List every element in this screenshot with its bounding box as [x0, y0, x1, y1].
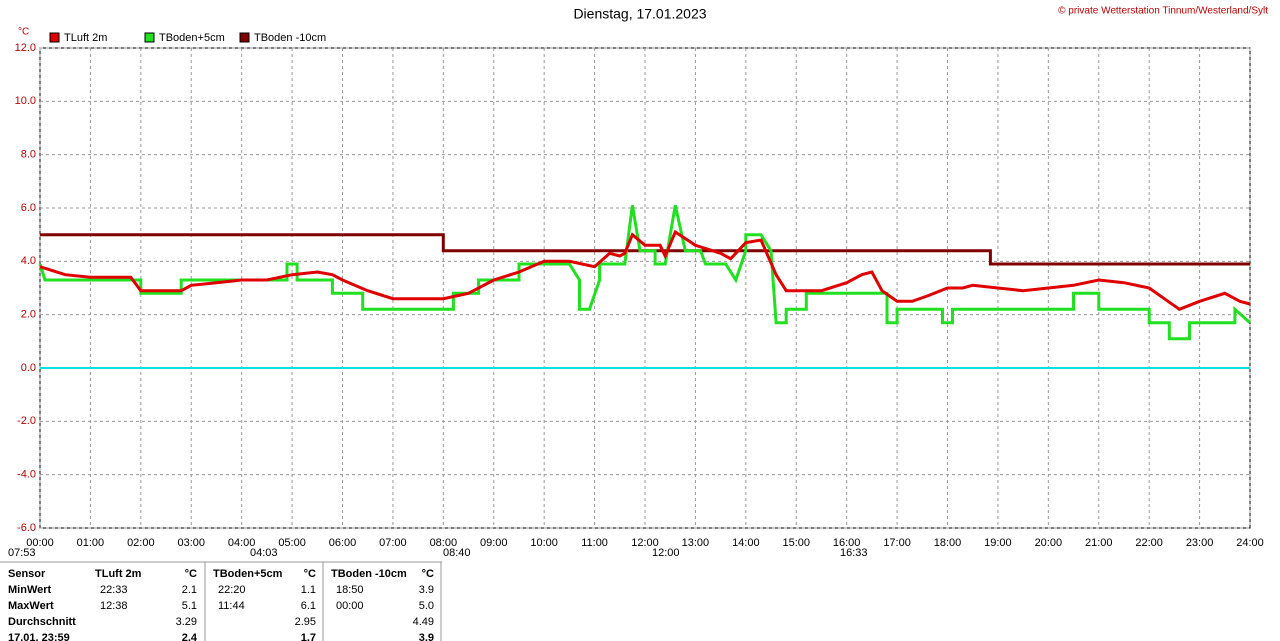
- y-tick-label: 10.0: [15, 95, 36, 107]
- legend-swatch: [49, 32, 60, 43]
- y-unit: °C: [18, 27, 29, 38]
- table-cell: 2.95: [295, 616, 316, 628]
- x-tick-label: 08:00: [430, 537, 458, 549]
- sun-event: 08:40: [443, 547, 471, 559]
- table-cell: 5.0: [419, 600, 434, 612]
- x-tick-label: 11:00: [581, 537, 608, 549]
- x-tick-label: 21:00: [1085, 537, 1113, 549]
- table-cell: MinWert: [8, 584, 52, 596]
- x-tick-label: 19:00: [984, 537, 1012, 549]
- x-tick-label: 01:00: [77, 537, 105, 549]
- x-tick-label: 24:00: [1236, 537, 1264, 549]
- x-tick-label: 20:00: [1035, 537, 1063, 549]
- x-tick-label: 05:00: [278, 537, 306, 549]
- table-cell: 3.9: [419, 632, 434, 641]
- x-tick-label: 15:00: [782, 537, 810, 549]
- x-tick-label: 04:00: [228, 537, 256, 549]
- y-tick-label: 4.0: [21, 255, 36, 267]
- x-tick-label: 09:00: [480, 537, 508, 549]
- x-tick-label: 23:00: [1186, 537, 1214, 549]
- legend-label: TBoden -10cm: [254, 32, 326, 44]
- table-header: °C: [304, 568, 316, 580]
- sun-event: 12:00: [652, 547, 680, 559]
- table-header: TBoden -10cm: [331, 568, 407, 580]
- table-cell: Durchschnitt: [8, 616, 76, 628]
- copyright: © private Wetterstation Tinnum/Westerlan…: [1058, 6, 1268, 17]
- table-cell: MaxWert: [8, 600, 54, 612]
- x-tick-label: 22:00: [1135, 537, 1163, 549]
- y-tick-label: 0.0: [21, 362, 36, 374]
- x-tick-label: 12:00: [631, 537, 659, 549]
- x-tick-label: 00:00: [26, 537, 54, 549]
- x-tick-label: 16:00: [833, 537, 861, 549]
- table-cell: 3.29: [176, 616, 197, 628]
- table-cell: 12:38: [100, 600, 128, 612]
- table-cell: 5.1: [182, 600, 197, 612]
- y-tick-label: -2.0: [17, 415, 36, 427]
- legend-label: TLuft 2m: [64, 32, 107, 44]
- table-cell: 22:20: [218, 584, 246, 596]
- table-cell: 11:44: [218, 600, 245, 612]
- x-tick-label: 14:00: [732, 537, 760, 549]
- table-cell: 2.1: [182, 584, 197, 596]
- table-cell: 1.1: [301, 584, 316, 596]
- sun-event: 16:33: [840, 547, 868, 559]
- table-header: °C: [422, 568, 434, 580]
- x-tick-label: 10:00: [530, 537, 558, 549]
- y-tick-label: 12.0: [15, 42, 36, 54]
- table-cell: 00:00: [336, 600, 364, 612]
- legend-label: TBoden+5cm: [159, 32, 225, 44]
- x-tick-label: 03:00: [177, 537, 205, 549]
- table-cell: 18:50: [336, 584, 364, 596]
- legend-swatch: [239, 32, 250, 43]
- table-cell: 22:33: [100, 584, 128, 596]
- sun-event: 07:53: [8, 547, 36, 559]
- table-header: °C: [185, 568, 197, 580]
- table-cell: 4.49: [413, 616, 434, 628]
- table-header: Sensor: [8, 568, 46, 580]
- table-cell: 1.7: [301, 632, 316, 641]
- x-tick-label: 13:00: [682, 537, 710, 549]
- x-tick-label: 02:00: [127, 537, 155, 549]
- x-tick-label: 17:00: [883, 537, 911, 549]
- y-tick-label: 2.0: [21, 309, 36, 321]
- x-tick-label: 18:00: [934, 537, 962, 549]
- series-line: [39, 229, 1251, 311]
- sun-event: 04:03: [250, 547, 278, 559]
- legend-swatch: [144, 32, 155, 43]
- y-tick-label: -4.0: [17, 469, 36, 481]
- y-tick-label: -6.0: [17, 522, 36, 534]
- y-tick-label: 8.0: [21, 149, 36, 161]
- table-cell: 2.4: [182, 632, 198, 641]
- chart-title: Dienstag, 17.01.2023: [573, 6, 706, 22]
- table-header: TBoden+5cm: [213, 568, 283, 580]
- series-line: [38, 204, 1251, 341]
- table-header: TLuft 2m: [95, 568, 142, 580]
- x-tick-label: 06:00: [329, 537, 357, 549]
- y-tick-label: 6.0: [21, 202, 36, 214]
- table-cell: 17.01. 23:59: [8, 632, 70, 641]
- table-cell: 6.1: [301, 600, 316, 612]
- x-tick-label: 07:00: [379, 537, 407, 549]
- table-cell: 3.9: [419, 584, 434, 596]
